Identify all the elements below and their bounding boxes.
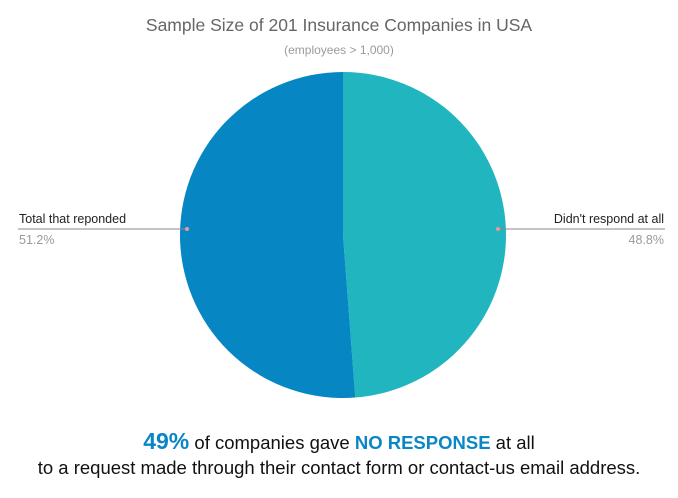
- pie-slice: [180, 71, 356, 398]
- caption-line-1: 49% of companies gave NO RESPONSE at all: [0, 428, 678, 455]
- leader-dot: [496, 227, 500, 231]
- slice-label: Total that reponded: [19, 212, 126, 226]
- caption-percentage: 49%: [143, 428, 190, 454]
- caption-line-2: to a request made through their contact …: [37, 457, 641, 478]
- chart-title: Sample Size of 201 Insurance Companies i…: [145, 15, 533, 35]
- caption-text-2: at all: [490, 432, 535, 453]
- caption-text-1: of companies gave: [189, 432, 355, 453]
- slice-percentage: 48.8%: [629, 233, 664, 247]
- slice-label: Didn't respond at all: [554, 212, 664, 226]
- pie-slice: [343, 72, 507, 398]
- slice-percentage: 51.2%: [19, 233, 54, 247]
- chart-subtitle: (employees > 1,000): [284, 43, 394, 57]
- leader-dot: [185, 227, 189, 231]
- caption-emphasis: NO RESPONSE: [354, 432, 491, 453]
